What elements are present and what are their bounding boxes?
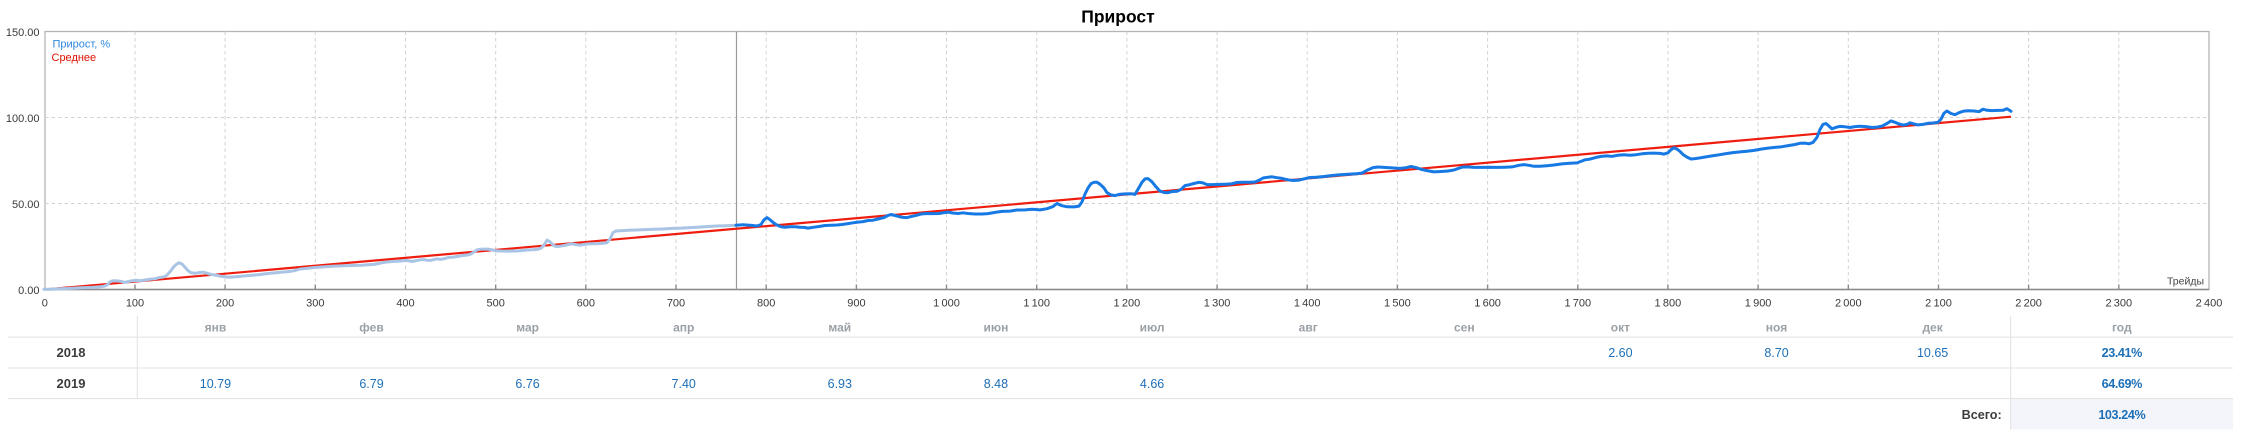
svg-text:апр: апр: [673, 321, 694, 335]
svg-text:200: 200: [216, 298, 234, 310]
svg-text:фев: фев: [359, 321, 383, 335]
svg-text:окт: окт: [1611, 321, 1630, 335]
svg-text:янв: янв: [205, 321, 227, 335]
svg-text:6.79: 6.79: [359, 377, 383, 391]
svg-text:мар: мар: [516, 321, 539, 335]
svg-text:64.69%: 64.69%: [2102, 377, 2143, 391]
svg-text:10.65: 10.65: [1917, 346, 1948, 360]
svg-text:1 400: 1 400: [1294, 298, 1321, 310]
svg-text:600: 600: [577, 298, 595, 310]
svg-text:100.00: 100.00: [6, 113, 40, 125]
svg-text:дек: дек: [1922, 321, 1943, 335]
svg-text:май: май: [828, 321, 851, 335]
svg-text:8.70: 8.70: [1764, 346, 1788, 360]
svg-text:6.93: 6.93: [828, 377, 852, 391]
svg-text:сен: сен: [1454, 321, 1475, 335]
svg-text:ноя: ноя: [1766, 321, 1787, 335]
svg-text:10.79: 10.79: [200, 377, 231, 391]
svg-text:1 900: 1 900: [1745, 298, 1772, 310]
svg-text:авг: авг: [1299, 321, 1318, 335]
svg-text:100: 100: [126, 298, 144, 310]
svg-text:2019: 2019: [57, 376, 86, 391]
svg-text:150.00: 150.00: [6, 27, 40, 39]
svg-text:700: 700: [667, 298, 685, 310]
svg-text:1 800: 1 800: [1655, 298, 1682, 310]
svg-text:0.00: 0.00: [18, 285, 39, 297]
svg-text:Трейды: Трейды: [2167, 276, 2204, 288]
svg-text:50.00: 50.00: [12, 199, 40, 211]
svg-text:2 000: 2 000: [1835, 298, 1862, 310]
svg-text:300: 300: [306, 298, 324, 310]
svg-text:103.24%: 103.24%: [2098, 408, 2145, 422]
svg-text:900: 900: [847, 298, 865, 310]
svg-text:1 700: 1 700: [1564, 298, 1591, 310]
svg-text:год: год: [2112, 321, 2132, 335]
svg-text:500: 500: [487, 298, 505, 310]
svg-text:0: 0: [42, 298, 48, 310]
svg-text:2.60: 2.60: [1608, 346, 1632, 360]
svg-text:4.66: 4.66: [1140, 377, 1164, 391]
svg-text:7.40: 7.40: [672, 377, 696, 391]
svg-text:2 400: 2 400: [2196, 298, 2223, 310]
svg-text:Среднее: Среднее: [52, 52, 97, 64]
svg-text:Прирост, %: Прирост, %: [53, 38, 111, 50]
svg-text:1 600: 1 600: [1474, 298, 1501, 310]
svg-text:Прирост: Прирост: [1081, 7, 1155, 27]
svg-text:1 200: 1 200: [1114, 298, 1141, 310]
svg-text:1 000: 1 000: [933, 298, 960, 310]
svg-text:июн: июн: [983, 321, 1008, 335]
svg-text:1 300: 1 300: [1204, 298, 1231, 310]
svg-text:23.41%: 23.41%: [2102, 346, 2143, 360]
svg-text:2 300: 2 300: [2105, 298, 2132, 310]
svg-text:2 200: 2 200: [2015, 298, 2042, 310]
svg-text:6.76: 6.76: [515, 377, 539, 391]
svg-text:1 500: 1 500: [1384, 298, 1411, 310]
svg-text:июл: июл: [1140, 321, 1165, 335]
svg-text:800: 800: [757, 298, 775, 310]
svg-text:2018: 2018: [57, 345, 86, 360]
svg-text:2 100: 2 100: [1925, 298, 1952, 310]
svg-text:1 100: 1 100: [1023, 298, 1050, 310]
svg-text:8.48: 8.48: [984, 377, 1008, 391]
svg-text:Всего:: Всего:: [1962, 408, 2002, 422]
svg-text:400: 400: [396, 298, 414, 310]
